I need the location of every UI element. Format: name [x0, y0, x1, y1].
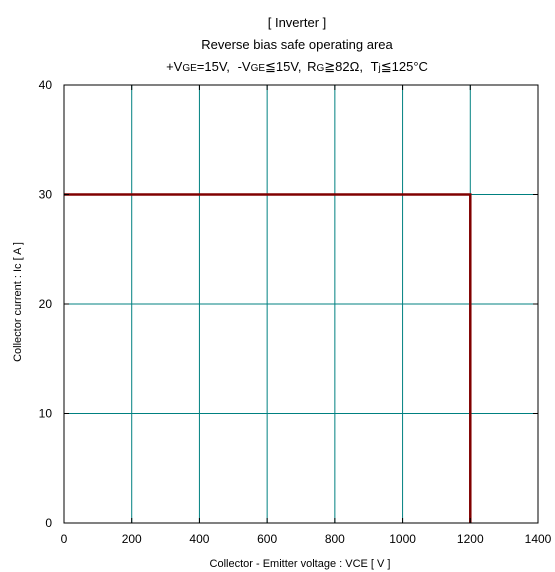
tj-prefix: T	[371, 59, 379, 74]
y-tick-label: 40	[39, 78, 53, 92]
vge-pos-prefix: +V	[166, 59, 183, 74]
y-tick-label: 30	[39, 188, 53, 202]
y-tick-label: 20	[39, 297, 53, 311]
grid-lines	[64, 85, 538, 523]
vge-neg-prefix: -V	[238, 59, 251, 74]
rg-sub: G	[316, 63, 324, 74]
vge-pos-sub: GE	[182, 63, 197, 74]
vge-neg-sub: GE	[251, 63, 266, 74]
y-tick-label: 0	[45, 516, 52, 530]
chart-title: [ Inverter ]	[268, 15, 327, 30]
tj-sub: j	[378, 63, 381, 74]
y-tick-labels: 0 10 20 30 40	[39, 78, 53, 530]
series-layer	[64, 193, 472, 523]
x-tick-label: 800	[325, 532, 345, 546]
x-tick-label: 1400	[525, 532, 552, 546]
x-tick-labels: 0 200 400 600 800 1000 1200 1400	[61, 532, 552, 546]
y-axis-label: Collector current : Ic [ A ]	[12, 242, 24, 362]
x-tick-label: 400	[189, 532, 209, 546]
chart-conditions: +VGE=15V, -VGE≦15V, RG≧82Ω, Tj≦125°C	[166, 59, 428, 74]
tj-value: ≦125°C	[381, 59, 428, 74]
rbsoa-boundary-line	[64, 193, 472, 523]
x-tick-label: 1200	[457, 532, 484, 546]
x-tick-label: 200	[122, 532, 142, 546]
x-tick-label: 600	[257, 532, 277, 546]
x-tick-label: 1000	[389, 532, 416, 546]
chart-subtitle: Reverse bias safe operating area	[201, 37, 393, 52]
vge-pos-value: =15V,	[197, 59, 230, 74]
tick-marks	[63, 84, 539, 524]
x-tick-label: 0	[61, 532, 68, 546]
x-axis-label: Collector - Emitter voltage : VCE [ V ]	[210, 558, 391, 570]
rg-prefix: R	[307, 59, 316, 74]
vge-neg-value: ≦15V,	[265, 59, 301, 74]
y-tick-label: 10	[39, 407, 53, 421]
rg-value: ≧82Ω,	[324, 59, 363, 74]
